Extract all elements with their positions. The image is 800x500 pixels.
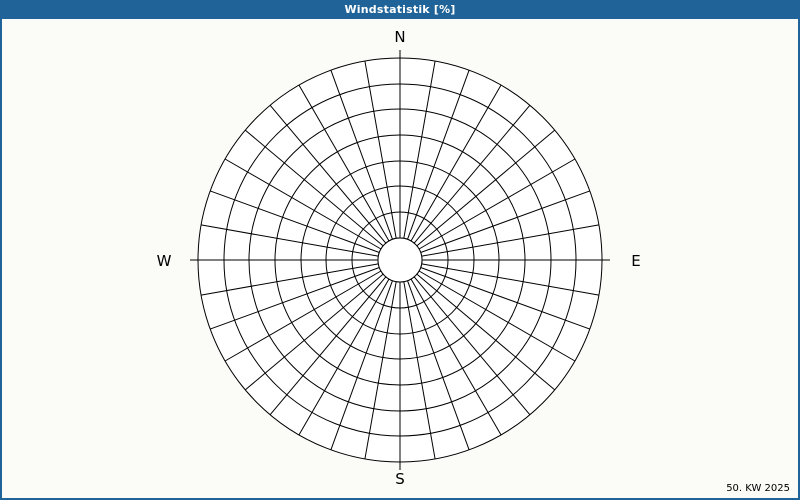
compass-label-west: W [156, 252, 172, 270]
compass-label-south: S [395, 470, 405, 488]
compass-label-north: N [394, 28, 406, 46]
window-title: Windstatistik [%] [344, 3, 456, 16]
compass-label-east: E [631, 252, 641, 270]
chart-content-frame [0, 19, 800, 500]
period-label: 50. KW 2025 [726, 483, 790, 494]
window-title-bar: Windstatistik [%] [0, 0, 800, 19]
